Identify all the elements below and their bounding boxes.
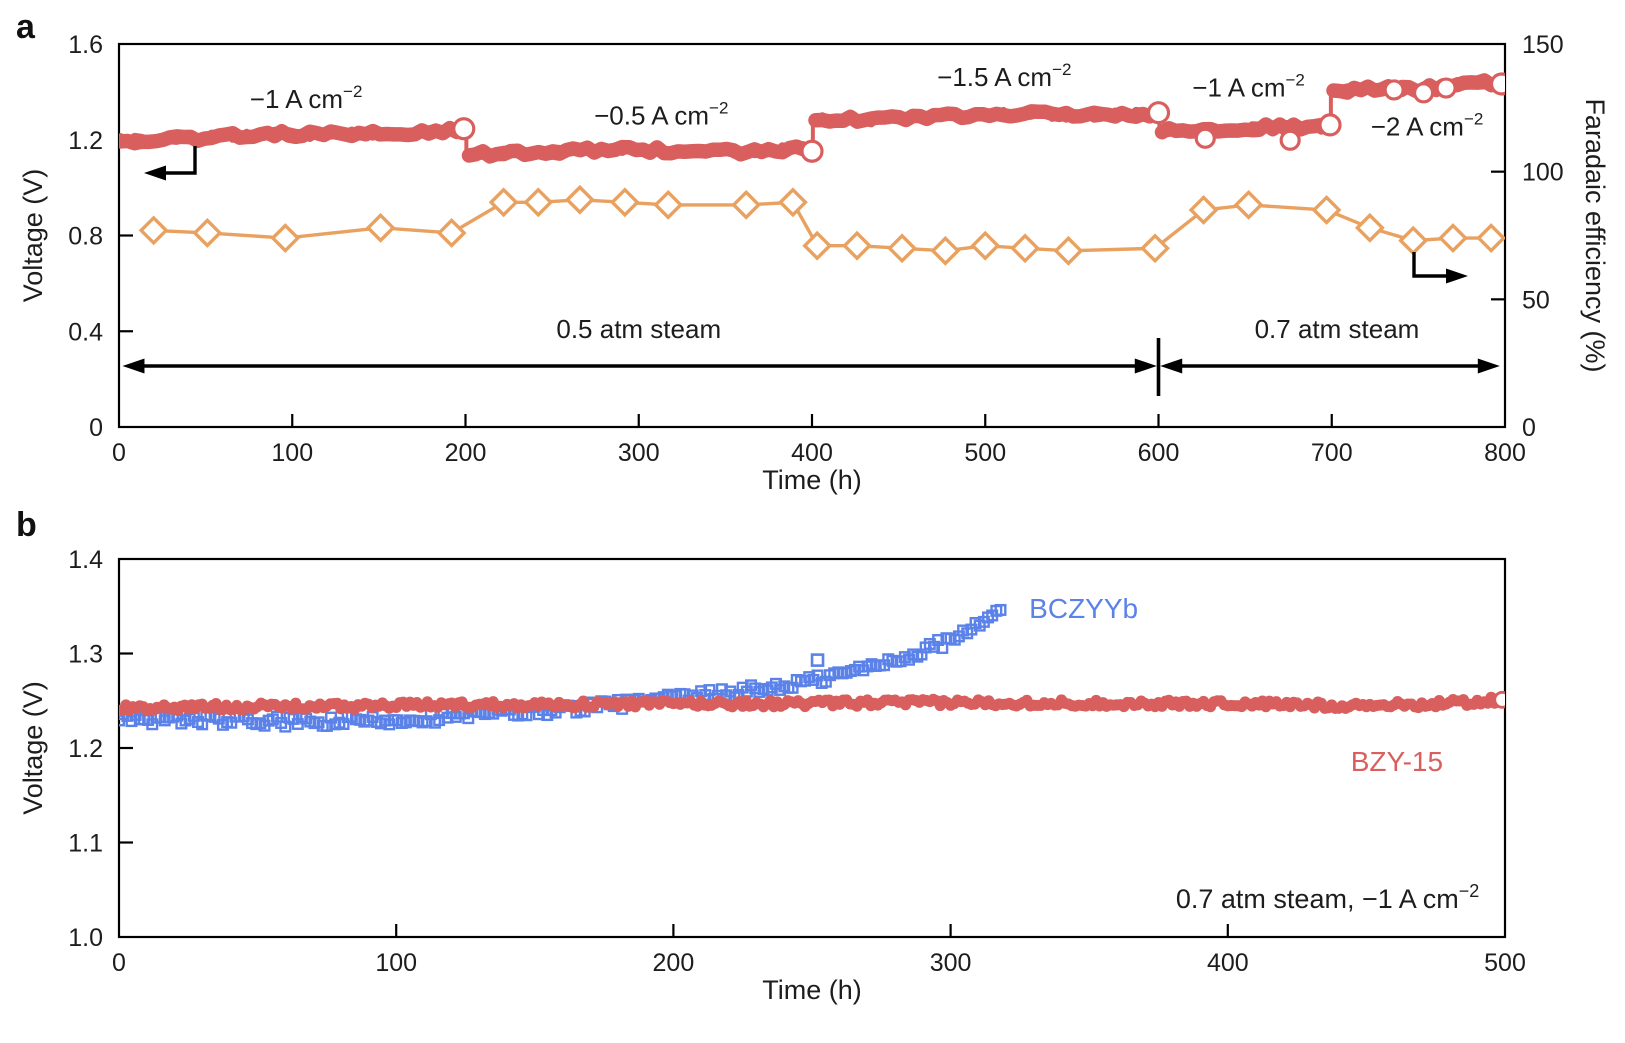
y-left-tick-label: 1.0 [68,924,103,952]
axis-pointer [152,146,197,175]
steam-arrow-head-left [1160,358,1183,374]
transition-circle [800,139,824,163]
current-density-label: −0.5 A cm−2 [594,98,728,130]
x-tick-label: 100 [375,949,417,977]
y-left-tick-label: 1.3 [68,641,103,669]
x-tick-label: 500 [1484,949,1526,977]
series-label-bzy-15: BZY-15 [1351,746,1443,777]
current-density-label: −1 A cm−2 [250,82,363,114]
steam-arrow-head-left [122,358,145,374]
x-tick-label: 100 [271,439,313,467]
outlier-circle [1279,129,1301,151]
y-right-tick-label: 50 [1522,286,1550,314]
voltage-bands [119,72,1505,164]
axis-pointer-head [144,165,166,181]
series-bzy-15 [119,690,1505,717]
plot-area-a [119,72,1505,266]
y-right-tick-label: 150 [1522,31,1564,59]
x-tick-label: 400 [791,439,833,467]
x-tick-label: 200 [653,949,695,977]
x-tick-label: 300 [930,949,972,977]
y-right-tick-label: 100 [1522,159,1564,187]
end-circle [1493,690,1505,709]
outlier-circle [1435,77,1457,99]
x-axis-title-a: Time (h) [762,465,862,495]
plot-frame-b [117,557,1507,939]
panel-a-label: a [16,8,35,46]
steam-arrow-head-right [1134,358,1157,374]
x-tick-label: 0 [112,949,126,977]
axis-pointer-head [1446,268,1468,284]
plot-area-b [119,603,1505,733]
voltage-circles [452,72,1505,163]
x-tick-label: 400 [1207,949,1249,977]
transition-circle [1318,113,1342,137]
x-tick-label: 700 [1311,439,1353,467]
y-left-tick-label: 1.4 [68,546,103,574]
current-density-label: −1 A cm−2 [1192,71,1305,103]
transition-circle [452,117,476,141]
condition-annotation: 0.7 atm steam, −1 A cm−2 [1176,881,1479,914]
axis-ticks-a [119,138,1505,427]
series-label-bczyyb: BCZYYb [1029,593,1138,624]
y-left-tick-label: 0.8 [68,223,103,251]
y-right-tick-label: 0 [1522,414,1536,442]
transition-circle [1146,101,1171,125]
panel-b-label: b [16,506,37,544]
y-axis-title-faradaic: Faradaic efficiency (%) [1580,98,1610,372]
y-left-tick-label: 1.2 [68,735,103,763]
panel-b-chart: 1.0 1.1 1.2 1.3 1.4 0 100 200 300 400 500 Voltage (… [18,546,1526,1005]
outlier-circle [1194,127,1216,149]
current-density-label: −2 A cm−2 [1371,110,1484,142]
y-left-tick-label: 1.1 [68,830,103,858]
x-tick-label: 600 [1138,439,1180,467]
outlier-marker [810,653,825,667]
outlier-circle [1383,79,1405,101]
axis-pointer [1412,252,1460,278]
steam-label: 0.7 atm steam [1255,314,1420,344]
x-tick-label: 300 [618,439,660,467]
current-density-label: −1.5 A cm−2 [937,60,1071,92]
steam-label: 0.5 atm steam [556,314,721,344]
x-tick-label: 800 [1484,439,1526,467]
outlier-circle [1412,82,1435,104]
y-axis-title-voltage: Voltage (V) [18,169,48,303]
axis-ticks-b [119,652,1229,937]
steam-arrow-head-right [1477,358,1500,374]
x-tick-label: 200 [445,439,487,467]
fe-diamonds [138,184,1505,266]
y-left-tick-label: 1.2 [68,127,103,155]
y-left-tick-label: 0 [89,414,103,442]
x-axis-title-b: Time (h) [762,975,862,1005]
panel-a-chart: 0 0.4 0.8 1.2 1.6 0 50 100 150 0 100 200 300 400 500 60… [18,31,1610,495]
y-axis-title-voltage-b: Voltage (V) [18,681,48,815]
y-left-tick-label: 0.4 [68,318,103,346]
steam-annotations: 0.5 atm steam 0.7 atm steam [122,314,1500,396]
y-left-tick-label: 1.6 [68,31,103,59]
transition-circle [1489,72,1505,96]
x-tick-label: 0 [112,439,126,467]
x-tick-label: 500 [964,439,1006,467]
